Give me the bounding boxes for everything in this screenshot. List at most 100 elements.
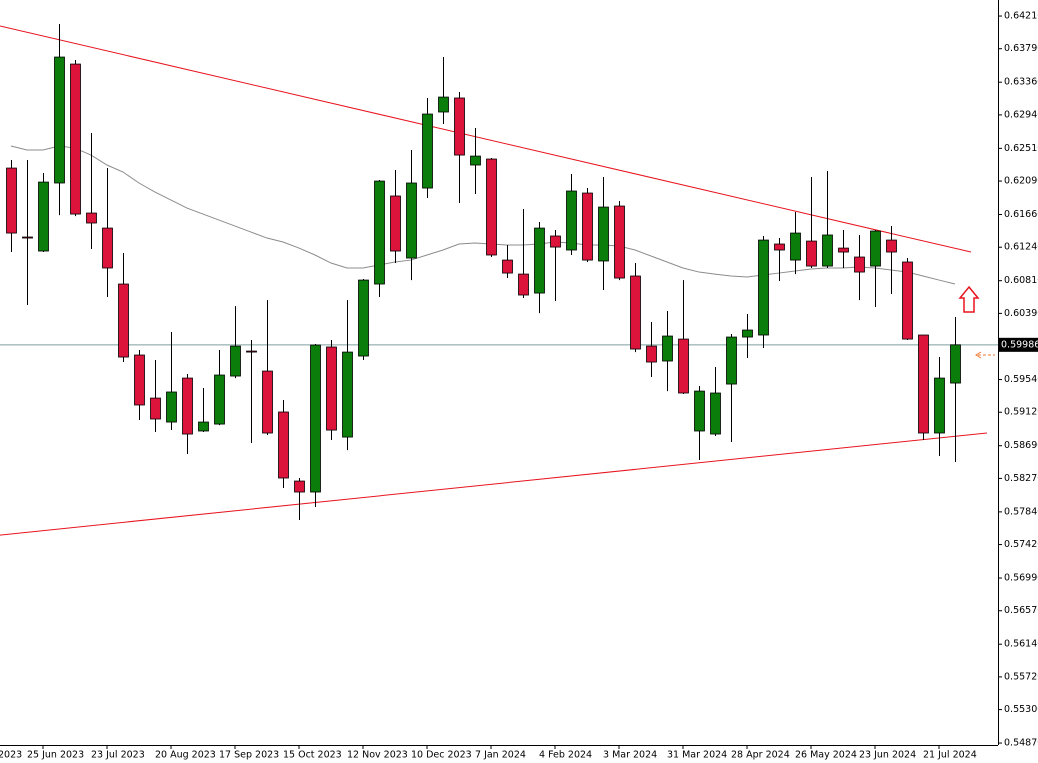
candle-body xyxy=(742,329,753,338)
candle-body xyxy=(950,344,961,384)
candle-body xyxy=(710,392,721,435)
y-tick-label: 0.54870 xyxy=(1004,738,1038,749)
x-tick-label: 26 May 2024 xyxy=(795,750,857,761)
candle-body xyxy=(918,334,929,434)
candle-body xyxy=(630,275,641,350)
trendline xyxy=(0,432,988,536)
x-tick-label: 7 Jan 2024 xyxy=(475,750,526,761)
x-tick-label: 17 Sep 2023 xyxy=(219,750,279,761)
candle-body xyxy=(278,411,289,479)
candle-body xyxy=(182,377,193,435)
candle-body xyxy=(6,167,17,234)
candle-body xyxy=(86,212,97,224)
candle-body xyxy=(454,97,465,156)
x-tick-label: 23 Jul 2023 xyxy=(91,750,145,761)
candle-body xyxy=(406,182,417,259)
candle-body xyxy=(214,374,225,425)
x-tick-label: 4 Feb 2024 xyxy=(539,750,592,761)
candle-body xyxy=(150,397,161,420)
candle-body xyxy=(614,205,625,279)
x-tick-label: 21 Jul 2024 xyxy=(923,750,977,761)
candle-body xyxy=(518,273,529,296)
candle-body xyxy=(502,259,513,274)
candle-body xyxy=(118,283,129,358)
candle-body xyxy=(838,247,849,253)
candle-body xyxy=(790,232,801,261)
candle-body xyxy=(166,391,177,423)
x-tick-label: 2023 xyxy=(0,750,22,761)
candle-body xyxy=(326,346,337,431)
candle-body xyxy=(102,227,113,269)
candle-body xyxy=(38,181,49,252)
candle-body xyxy=(534,227,545,294)
current-price-box xyxy=(998,337,1038,352)
candle-body xyxy=(646,345,657,363)
candle-body xyxy=(294,480,305,493)
candle-body xyxy=(870,230,881,267)
price-pointer-head xyxy=(975,351,982,359)
x-tick-label: 23 Jun 2024 xyxy=(859,750,916,761)
trendline xyxy=(0,25,972,253)
candle-body xyxy=(198,421,209,432)
candle-body xyxy=(22,236,33,239)
candle-body xyxy=(70,63,81,215)
x-tick-label: 10 Dec 2023 xyxy=(411,750,472,761)
moving-average xyxy=(10,145,956,285)
plot-area xyxy=(0,24,998,536)
candle-body xyxy=(134,354,145,406)
candle-body xyxy=(662,335,673,362)
x-tick-label: 31 Mar 2024 xyxy=(667,750,727,761)
candle-body xyxy=(902,261,913,340)
candle-body xyxy=(566,190,577,251)
candle-body xyxy=(54,56,65,184)
candle-body xyxy=(246,350,257,353)
candle-body xyxy=(726,336,737,385)
candle-body xyxy=(886,239,897,253)
candle-body xyxy=(774,243,785,251)
candle-body xyxy=(262,370,273,434)
up-arrow-annotation xyxy=(958,285,980,313)
candle-body xyxy=(390,195,401,252)
candle-body xyxy=(694,390,705,432)
candle-body xyxy=(582,192,593,261)
candle-body xyxy=(550,235,561,248)
candle-body xyxy=(758,239,769,336)
candle-body xyxy=(806,240,817,267)
candle-body xyxy=(374,180,385,285)
candle-body xyxy=(438,96,449,113)
candle-body xyxy=(230,345,241,377)
x-tick-label: 15 Oct 2023 xyxy=(283,750,342,761)
candle-body xyxy=(598,206,609,262)
candle-body xyxy=(822,234,833,267)
candle-body xyxy=(470,155,481,166)
x-tick-label: 12 Nov 2023 xyxy=(347,750,408,761)
candle-body xyxy=(310,344,321,493)
x-tick-label: 25 Jun 2023 xyxy=(27,750,84,761)
x-tick-label: 20 Aug 2023 xyxy=(155,750,216,761)
current-price-label: 0.59986 xyxy=(1001,339,1038,350)
candle-body xyxy=(358,279,369,357)
candle-body xyxy=(678,338,689,394)
candle-body xyxy=(854,256,865,273)
x-tick-label: 28 Apr 2024 xyxy=(731,750,790,761)
